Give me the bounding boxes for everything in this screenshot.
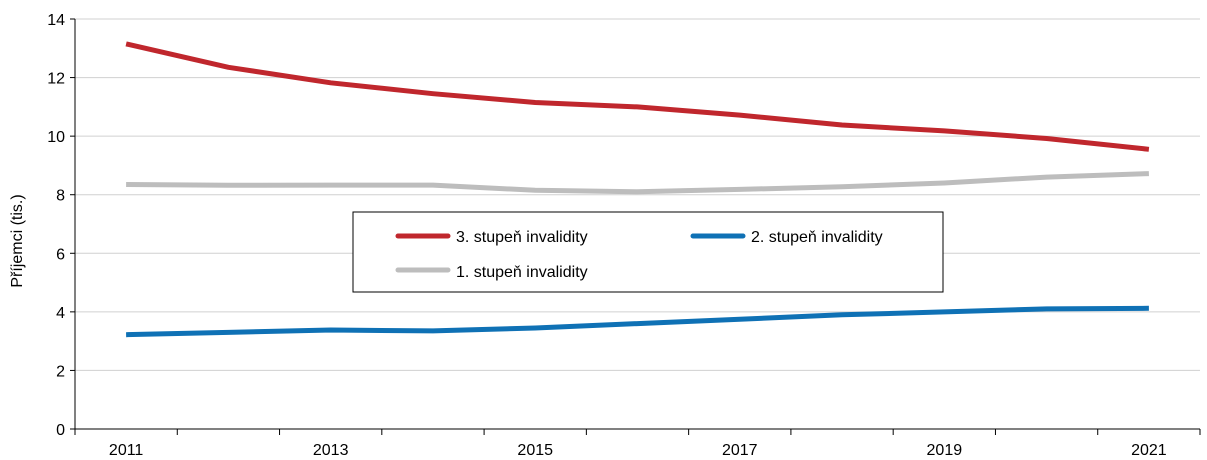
tick-labels: 0 2 4 6 8 10 12 14 2011 2013 2015 2017 2019 2021 [47,12,1167,459]
y-axis-title: Příjemci (tis.) [9,194,26,287]
legend-label-2nd-degree: 2. stupeň invalidity [751,229,883,246]
x-tick-label: 2013 [313,442,349,459]
series-line-2 [126,305,1149,338]
legend: 3. stupeň invalidity 2. stupeň invalidit… [352,211,944,293]
y-tick-label: 2 [56,363,65,380]
x-tick-label: 2021 [1131,442,1167,459]
y-tick-label: 12 [47,71,65,88]
legend-label-1st-degree: 1. stupeň invalidity [456,264,588,281]
axes [70,18,1201,435]
y-tick-label: 6 [56,246,65,263]
x-tick-label: 2019 [927,442,963,459]
legend-label-3rd-degree: 3. stupeň invalidity [456,229,588,246]
legend-box [352,211,944,293]
x-tick-label: 2017 [722,442,758,459]
series-line-1 [125,41,1150,152]
y-tick-label: 0 [56,422,65,439]
x-tick-label: 2015 [517,442,553,459]
x-tick-label: 2011 [109,442,144,459]
series-line-3 [126,171,1149,195]
y-tick-label: 4 [56,305,65,322]
series-lines [125,41,1150,338]
y-tick-label: 14 [47,12,65,29]
y-tick-label: 8 [56,188,65,205]
y-tick-label: 10 [47,129,65,146]
